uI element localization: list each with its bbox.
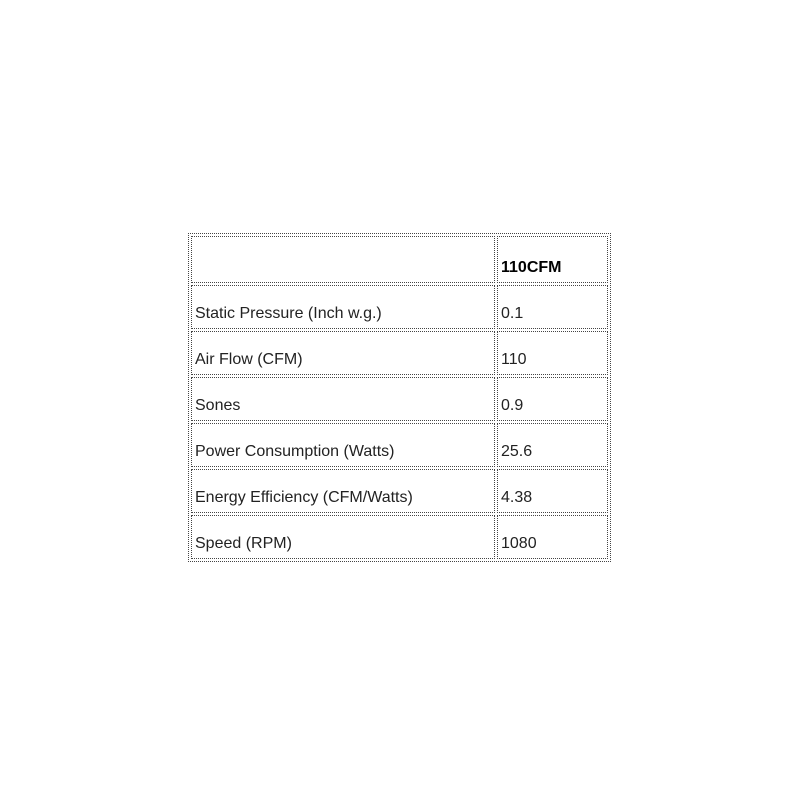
row-label: Air Flow (CFM) <box>191 331 495 375</box>
row-label: Speed (RPM) <box>191 515 495 559</box>
table-row: Power Consumption (Watts) 25.6 <box>191 423 608 467</box>
row-value: 0.1 <box>497 285 608 329</box>
table-row: Static Pressure (Inch w.g.) 0.1 <box>191 285 608 329</box>
row-value: 110 <box>497 331 608 375</box>
row-value: 0.9 <box>497 377 608 421</box>
row-value: 4.38 <box>497 469 608 513</box>
table-row: Speed (RPM) 1080 <box>191 515 608 559</box>
row-value: 1080 <box>497 515 608 559</box>
table-row: Energy Efficiency (CFM/Watts) 4.38 <box>191 469 608 513</box>
table-header-row: 110CFM <box>191 236 608 283</box>
row-label: Energy Efficiency (CFM/Watts) <box>191 469 495 513</box>
header-cell-model: 110CFM <box>497 236 608 283</box>
row-value: 25.6 <box>497 423 608 467</box>
table-row: Air Flow (CFM) 110 <box>191 331 608 375</box>
specs-table: 110CFM Static Pressure (Inch w.g.) 0.1 A… <box>188 233 611 562</box>
header-cell-empty <box>191 236 495 283</box>
row-label: Static Pressure (Inch w.g.) <box>191 285 495 329</box>
table-row: Sones 0.9 <box>191 377 608 421</box>
row-label: Sones <box>191 377 495 421</box>
row-label: Power Consumption (Watts) <box>191 423 495 467</box>
